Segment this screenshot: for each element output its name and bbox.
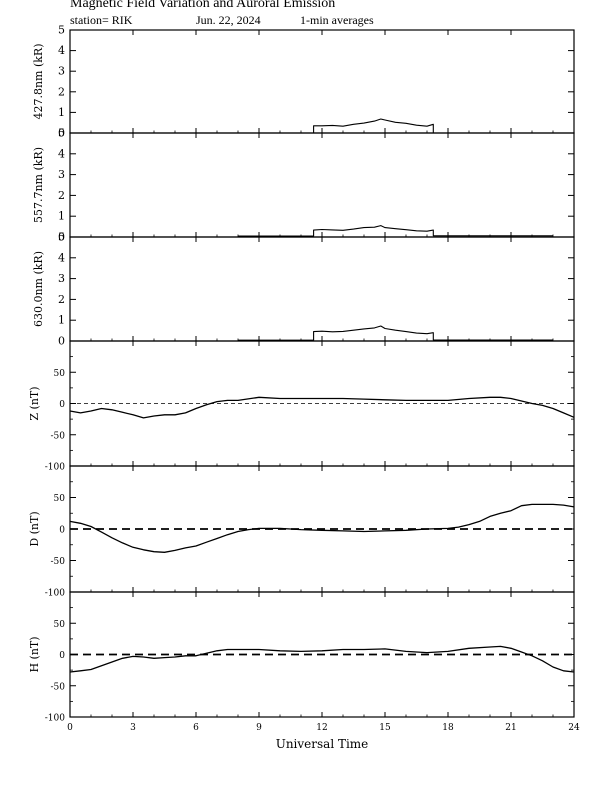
panel-2-ytick-label-5: 5 <box>58 231 65 244</box>
panel-5-ytick-label-0: -100 <box>45 714 65 724</box>
panel-0-ytick-label-5: 5 <box>58 24 65 37</box>
panel-frame-0 <box>69 29 575 134</box>
panel-4-ylabel: D (nT) <box>28 511 41 546</box>
header-date: Jun. 22, 2024 <box>196 13 261 27</box>
panel-3-series-0 <box>69 396 575 419</box>
panel-0-ylabel: 427.8nm (kR) <box>32 43 45 119</box>
panel-4-ytick-label-1: -50 <box>51 557 66 567</box>
xtick-label-3: 9 <box>256 723 262 733</box>
panel-4-ytick-label-3: 50 <box>54 494 66 504</box>
xtick-label-1: 3 <box>130 723 136 733</box>
panel-5-ylabel: H (nT) <box>28 636 41 672</box>
panel-4-series-0 <box>69 503 575 553</box>
panel-5-ytick-label-3: 50 <box>54 620 66 630</box>
panel-0-ytick-label-3: 3 <box>58 65 65 78</box>
panel-1-ytick-label-1: 1 <box>58 210 65 223</box>
panel-4-ytick-label-0: -100 <box>45 589 65 599</box>
panel-3-ytick-label-0: -100 <box>45 463 65 473</box>
panel-2-series-0 <box>238 325 553 341</box>
panel-1-ytick-label-2: 2 <box>58 189 65 202</box>
header-station: station= RIK <box>70 13 133 27</box>
xtick-label-4: 12 <box>316 723 327 733</box>
xtick-label-5: 15 <box>379 723 391 733</box>
panel-frame-2 <box>69 236 575 342</box>
panel-1-ytick-label-4: 4 <box>58 147 65 160</box>
panel-1-ytick-label-0: 0 <box>58 231 65 244</box>
panel-0-ytick-label-4: 4 <box>58 44 65 57</box>
panel-2-ytick-label-3: 3 <box>58 272 65 285</box>
xtick-label-6: 18 <box>442 723 454 733</box>
panel-1-ytick-label-5: 5 <box>58 127 65 140</box>
panel-frame-1 <box>69 132 575 238</box>
panel-5-ytick-label-1: -50 <box>51 682 66 692</box>
panel-3-ytick-label-3: 50 <box>54 369 66 379</box>
xtick-label-2: 6 <box>193 723 199 733</box>
panel-0-series-0 <box>313 118 434 133</box>
panel-2-ytick-label-2: 2 <box>58 293 65 306</box>
panel-3-ytick-label-2: 0 <box>59 400 65 410</box>
panel-2-ytick-label-1: 1 <box>58 314 65 327</box>
panel-4-ytick-label-2: 0 <box>59 526 65 536</box>
xtick-label-8: 24 <box>568 723 580 733</box>
panel-1-series-0 <box>238 225 553 237</box>
panel-2-ylabel: 630.0nm (kR) <box>32 251 45 327</box>
header-title: Magnetic Field Variation and Auroral Emi… <box>70 0 336 11</box>
panel-1-ytick-label-3: 3 <box>58 168 65 181</box>
xtick-label-0: 0 <box>67 723 73 733</box>
panel-0-ytick-label-1: 1 <box>58 106 65 119</box>
header-averaging: 1-min averages <box>300 13 374 27</box>
panel-2-ytick-label-0: 0 <box>58 335 65 348</box>
panel-3-ylabel: Z (nT) <box>28 386 41 420</box>
panel-0-ytick-label-0: 0 <box>58 127 65 140</box>
panel-0-ytick-label-2: 2 <box>58 85 65 98</box>
panel-2-ytick-label-4: 4 <box>58 251 65 264</box>
panel-5-series-0 <box>69 645 575 673</box>
xtick-label-7: 21 <box>505 723 516 733</box>
panel-1-ylabel: 557.7nm (kR) <box>32 147 45 223</box>
panel-3-ytick-label-1: -50 <box>51 431 66 441</box>
panel-5-ytick-label-2: 0 <box>59 651 65 661</box>
x-axis-label: Universal Time <box>276 737 369 751</box>
